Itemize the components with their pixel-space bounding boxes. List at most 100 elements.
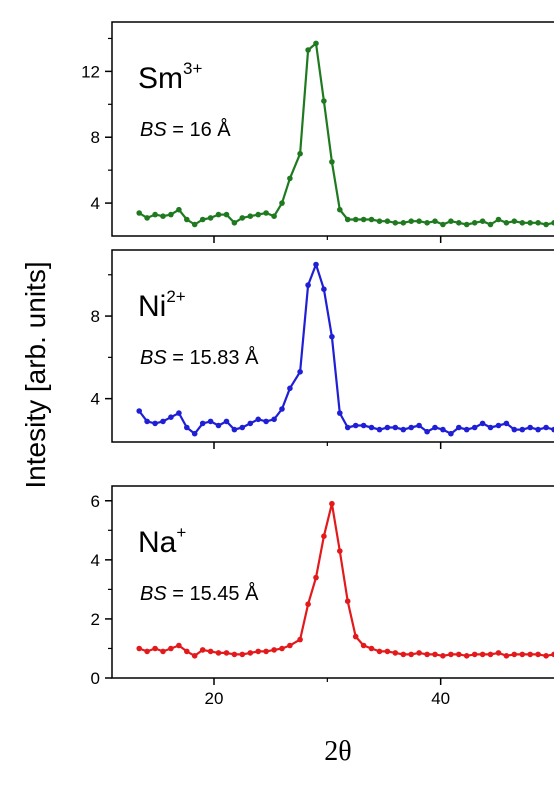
data-point (263, 210, 269, 216)
bs-annotation: BS = 15.45 Å (140, 582, 259, 605)
data-point (287, 642, 293, 649)
data-point (247, 420, 254, 427)
data-point (239, 215, 246, 221)
data-point (360, 216, 367, 223)
data-point (352, 216, 359, 223)
data-point (271, 647, 277, 653)
x-tick-label: 40 (431, 689, 450, 708)
ion-charge: 3+ (183, 59, 202, 78)
data-point (392, 650, 399, 656)
data-point (400, 651, 407, 658)
data-point (368, 645, 375, 652)
data-point (279, 406, 285, 412)
data-point (424, 220, 430, 226)
data-point (176, 642, 182, 649)
ion-charge: + (176, 523, 186, 542)
y-tick-label: 8 (91, 307, 100, 326)
data-point (184, 424, 190, 431)
data-point (551, 651, 554, 658)
data-point (136, 408, 142, 414)
data-point (511, 651, 518, 658)
data-point (313, 574, 319, 581)
data-point (400, 426, 407, 433)
data-point (144, 648, 150, 655)
data-point (416, 650, 422, 656)
data-point (231, 220, 238, 226)
y-tick-label: 12 (81, 62, 100, 81)
data-point (337, 410, 343, 416)
data-point (231, 651, 238, 658)
data-point (487, 221, 494, 228)
data-point (231, 426, 238, 433)
data-point (313, 40, 319, 47)
data-point (511, 218, 518, 224)
data-point (408, 424, 415, 431)
data-point (321, 98, 327, 104)
panel-sm: 4 8 12 Sm3+ BS = 16 Å (81, 21, 554, 243)
y-tick-label: 4 (91, 194, 100, 213)
x-tick-label: 20 (205, 689, 224, 708)
data-point (152, 420, 158, 427)
data-point (263, 648, 269, 655)
data-point (305, 601, 311, 607)
y-tick-label: 4 (91, 390, 100, 409)
data-point (329, 333, 335, 340)
data-point (287, 385, 293, 392)
data-point (287, 175, 293, 182)
y-tick-label: 6 (91, 492, 100, 511)
data-point (297, 636, 303, 643)
data-point (223, 650, 230, 656)
data-point (160, 418, 166, 425)
data-point (416, 422, 422, 429)
data-point (184, 648, 190, 655)
ion-symbol: Ni (138, 290, 166, 323)
data-point (329, 500, 335, 507)
data-point (543, 653, 549, 659)
data-point (392, 424, 399, 431)
ion-symbol: Na (138, 526, 177, 559)
data-point (440, 653, 446, 659)
data-point (271, 416, 277, 423)
data-point (551, 426, 554, 433)
data-point (456, 220, 462, 226)
bs-value: = 16 Å (167, 118, 232, 141)
data-point (424, 651, 430, 658)
data-point (543, 221, 549, 228)
data-point (168, 414, 174, 421)
data-point (279, 645, 285, 652)
bs-prefix: BS (140, 583, 167, 605)
data-point (321, 286, 327, 293)
chart-panels: 4 8 12 Sm3+ BS = 16 Å 4 8 Ni2+ BS = 15.83 Å 0 2 4 6 2… (81, 21, 554, 708)
data-point (376, 426, 383, 433)
data-point (271, 213, 277, 219)
bs-prefix: BS (140, 119, 167, 141)
panel-ni: 4 8 Ni2+ BS = 15.83 Å (91, 249, 554, 449)
data-point (440, 426, 446, 433)
data-point (247, 650, 254, 656)
data-point (152, 645, 158, 652)
data-point (344, 424, 351, 431)
panel-frame (111, 21, 554, 237)
data-point (360, 642, 367, 649)
x-axis-label: 2θ (324, 736, 351, 767)
data-point (305, 282, 311, 288)
data-point (456, 424, 462, 431)
data-point (199, 216, 206, 223)
data-point (551, 220, 554, 226)
data-point (471, 651, 478, 658)
data-point (408, 218, 415, 224)
data-point (432, 424, 438, 431)
data-point (191, 430, 198, 437)
data-point (416, 218, 422, 224)
data-point (136, 210, 142, 216)
data-point (255, 211, 261, 218)
data-point (263, 418, 269, 425)
bs-prefix: BS (140, 347, 167, 369)
data-point (471, 424, 478, 431)
data-point (255, 648, 261, 655)
data-point (247, 213, 254, 219)
bs-annotation: BS = 15.83 Å (140, 346, 259, 369)
data-point (479, 651, 486, 658)
data-point (279, 200, 285, 206)
